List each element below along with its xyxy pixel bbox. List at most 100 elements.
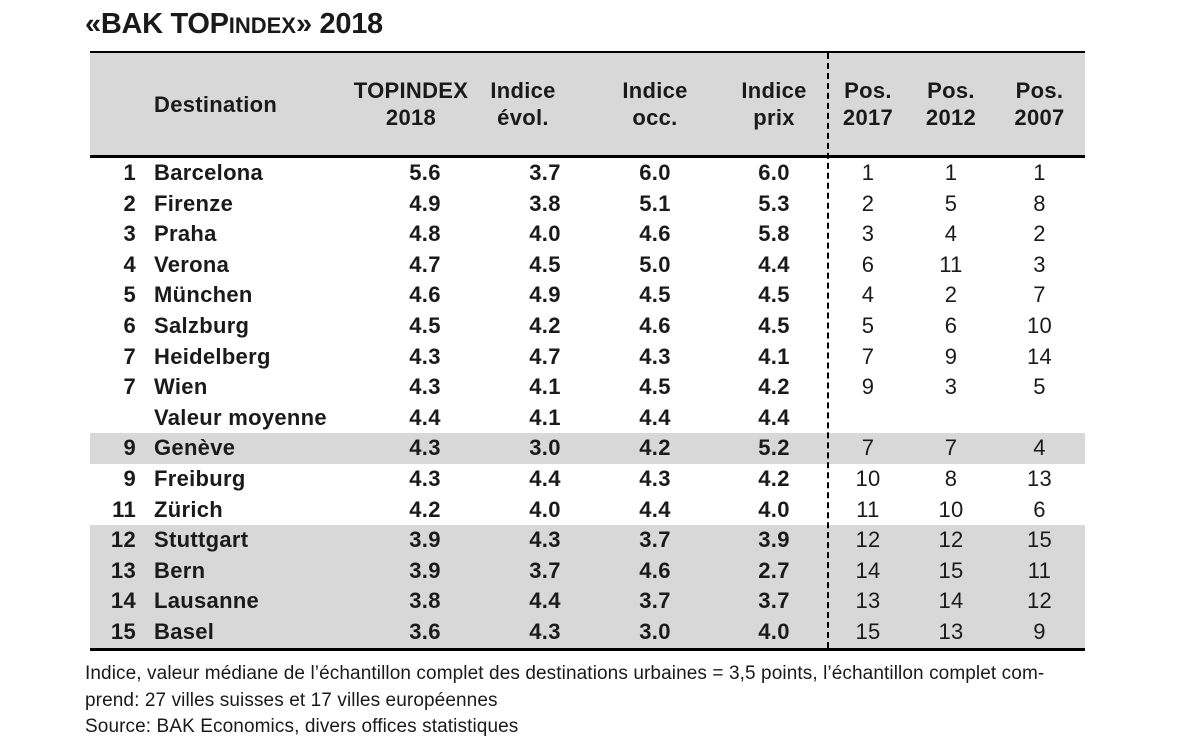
pos-2007-cell: 1 bbox=[1033, 160, 1046, 185]
indice-occ-cell: 4.4 bbox=[639, 404, 671, 430]
indice-occ-cell: 3.0 bbox=[639, 618, 671, 644]
pos-2017-header-line1: Pos. bbox=[844, 78, 892, 103]
indice-occ-cell: 4.2 bbox=[639, 435, 671, 461]
footnote-line-2: prend: 27 villes suisses et 17 villes eu… bbox=[85, 689, 498, 711]
source-line: Source: BAK Economics, divers offices st… bbox=[85, 716, 519, 737]
pos-2017-cell: 2 bbox=[861, 190, 875, 216]
indice-prix-header-line1: Indice bbox=[741, 78, 807, 103]
destination-cell: Freiburg bbox=[154, 465, 246, 491]
table-row: 5 München 4.6 4.9 4.5 4.5 4 2 7 bbox=[90, 280, 1085, 311]
indice-evol-header-line1: Indice bbox=[490, 78, 556, 103]
indice-evol-cell: 4.4 bbox=[529, 465, 561, 491]
rank-cell: 9 bbox=[123, 465, 136, 491]
indice-occ-cell: 4.6 bbox=[639, 312, 671, 338]
indice-evol-cell: 4.3 bbox=[529, 618, 561, 644]
pos-2012-cell: 12 bbox=[938, 527, 964, 553]
topindex-cell: 4.8 bbox=[409, 221, 441, 247]
topindex-cell: 4.2 bbox=[409, 496, 441, 522]
table-body: 1 Barcelona 5.6 3.7 6.0 6.0 1 1 1 2 Fire… bbox=[90, 158, 1085, 648]
indice-evol-cell: 3.7 bbox=[529, 160, 561, 185]
table-row: 9 Genève 4.3 3.0 4.2 5.2 7 7 4 bbox=[90, 433, 1085, 464]
rank-cell: 12 bbox=[110, 527, 136, 553]
pos-2012-cell: 7 bbox=[944, 435, 958, 461]
topindex-cell: 4.3 bbox=[409, 435, 441, 461]
topindex-cell: 4.3 bbox=[409, 343, 441, 369]
title-prefix: «BAK TOP bbox=[85, 8, 229, 40]
pos-2017-cell: 6 bbox=[861, 251, 875, 277]
table-row: 4 Verona 4.7 4.5 5.0 4.4 6 11 3 bbox=[90, 250, 1085, 281]
indice-occ-cell: 3.7 bbox=[639, 588, 671, 614]
indice-occ-header-line1: Indice bbox=[622, 78, 688, 103]
pos-2012-cell: 3 bbox=[944, 374, 958, 400]
destination-cell: Bern bbox=[154, 557, 206, 583]
destination-cell: Barcelona bbox=[154, 160, 264, 185]
table-row: Valeur moyenne 4.4 4.1 4.4 4.4 bbox=[90, 403, 1085, 434]
indice-evol-cell: 4.0 bbox=[529, 221, 561, 247]
indice-prix-cell: 4.0 bbox=[758, 496, 790, 522]
title-suffix: » 2018 bbox=[295, 8, 383, 40]
indice-evol-cell: 3.0 bbox=[529, 435, 561, 461]
destination-cell: Salzburg bbox=[154, 312, 250, 338]
destination-cell: Praha bbox=[154, 221, 217, 247]
pos-2007-header: Pos. 2007 bbox=[994, 77, 1085, 131]
destination-cell: München bbox=[154, 282, 253, 308]
pos-2007-cell: 10 bbox=[1026, 312, 1053, 338]
pos-2007-cell: 13 bbox=[1026, 465, 1053, 491]
destination-cell: Valeur moyenne bbox=[154, 404, 327, 430]
destination-cell: Stuttgart bbox=[154, 527, 249, 553]
table-row: 14 Lausanne 3.8 4.4 3.7 3.7 13 14 12 bbox=[90, 586, 1085, 617]
destination-header: Destination bbox=[154, 91, 278, 117]
indice-evol-cell: 4.4 bbox=[529, 588, 561, 614]
table-row: 13 Bern 3.9 3.7 4.6 2.7 14 15 11 bbox=[90, 555, 1085, 587]
pos-2012-cell: 1 bbox=[944, 160, 958, 185]
indice-prix-cell: 4.4 bbox=[758, 251, 790, 277]
pos-2012-header-line2: 2012 bbox=[925, 105, 977, 130]
indice-evol-cell: 3.8 bbox=[529, 190, 561, 216]
table-row: 3 Praha 4.8 4.0 4.6 5.8 3 4 2 bbox=[90, 219, 1085, 250]
indice-evol-cell: 3.7 bbox=[529, 557, 561, 583]
pos-2012-cell: 6 bbox=[944, 312, 958, 338]
pos-2012-cell: 8 bbox=[944, 465, 958, 491]
pos-2007-cell: 14 bbox=[1026, 343, 1053, 369]
rank-cell: 5 bbox=[123, 282, 136, 308]
pos-2007-cell: 2 bbox=[1033, 221, 1046, 247]
pos-2012-cell: 5 bbox=[944, 190, 958, 216]
pos-2017-cell: 13 bbox=[855, 588, 881, 614]
pos-2007-cell: 4 bbox=[1033, 435, 1046, 461]
topindex-header: TOPINDEX 2018 bbox=[336, 77, 486, 131]
pos-2007-header-line2: 2007 bbox=[1014, 105, 1065, 130]
title-smallcaps: INDEX bbox=[228, 13, 296, 38]
indice-evol-cell: 4.5 bbox=[529, 251, 561, 277]
topindex-cell: 4.5 bbox=[409, 312, 441, 338]
indice-evol-cell: 4.7 bbox=[529, 343, 561, 369]
topindex-header-line1: TOPINDEX bbox=[353, 78, 469, 103]
topindex-cell: 4.4 bbox=[409, 404, 441, 430]
indice-prix-header-line2: prix bbox=[753, 105, 795, 130]
indice-occ-cell: 4.6 bbox=[639, 221, 671, 247]
pos-2017-cell: 15 bbox=[855, 618, 881, 644]
pos-2012-cell: 14 bbox=[938, 588, 964, 614]
topindex-cell: 4.3 bbox=[409, 465, 441, 491]
indice-occ-cell: 4.5 bbox=[639, 374, 671, 400]
table-row: 6 Salzburg 4.5 4.2 4.6 4.5 5 6 10 bbox=[90, 311, 1085, 342]
topindex-cell: 3.9 bbox=[409, 557, 441, 583]
destination-cell: Verona bbox=[154, 251, 230, 277]
pos-2007-cell: 7 bbox=[1033, 282, 1046, 308]
topindex-table: Destination TOPINDEX 2018 Indice évol. I… bbox=[90, 51, 1085, 651]
pos-2017-cell: 4 bbox=[861, 282, 875, 308]
pos-2007-cell: 3 bbox=[1033, 251, 1046, 277]
pos-2007-cell: 11 bbox=[1027, 557, 1052, 583]
table-row: 2 Firenze 4.9 3.8 5.1 5.3 2 5 8 bbox=[90, 189, 1085, 220]
pos-2017-cell: 14 bbox=[855, 557, 881, 583]
topindex-header-line2: 2018 bbox=[385, 105, 437, 130]
topindex-cell: 4.3 bbox=[409, 374, 441, 400]
indice-prix-cell: 4.1 bbox=[758, 343, 790, 369]
pos-2007-header-line1: Pos. bbox=[1015, 78, 1064, 103]
indice-evol-cell: 4.3 bbox=[529, 527, 561, 553]
pos-2017-header-line2: 2017 bbox=[842, 105, 894, 130]
pos-2017-cell: 7 bbox=[861, 435, 875, 461]
pos-2012-cell: 10 bbox=[938, 496, 964, 522]
pos-2017-cell: 12 bbox=[855, 527, 881, 553]
indice-prix-cell: 5.3 bbox=[758, 190, 790, 216]
pos-2017-cell: 7 bbox=[861, 343, 875, 369]
